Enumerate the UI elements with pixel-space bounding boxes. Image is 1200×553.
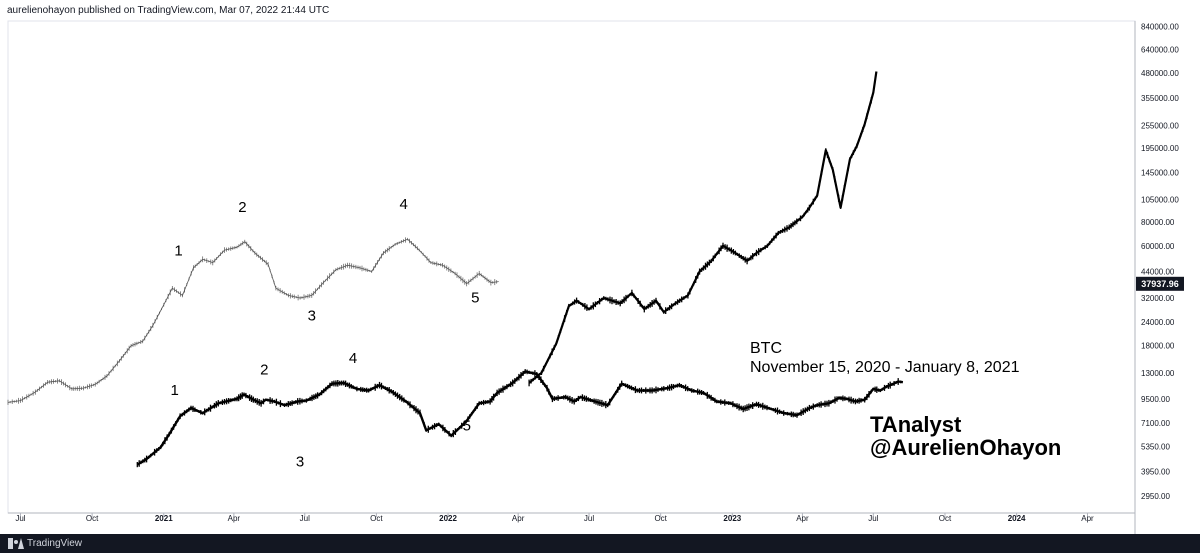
wave-labels: 1 2 3 4 5 1 2 3 4 5 (171, 196, 480, 471)
wave-label: 5 (471, 290, 479, 307)
x-tick-label: Oct (86, 514, 99, 523)
y-tick-label: 24000.00 (1141, 318, 1175, 327)
x-tick-label: 2024 (1008, 514, 1026, 523)
wave-label: 1 (174, 242, 182, 259)
price-badge: 37937.96 (1136, 276, 1184, 291)
wave-label: 4 (399, 196, 407, 213)
wave-label: 3 (308, 307, 316, 324)
series-line-analog (528, 71, 878, 384)
x-axis[interactable]: Jul Oct 2021 Apr Jul Oct 2022 Apr Jul Oct 2023 Apr J… (15, 513, 1094, 523)
current-price-label: 37937.96 (1141, 279, 1179, 289)
y-tick-label: 3950.00 (1141, 468, 1170, 477)
x-tick-label: Apr (796, 514, 809, 523)
wave-label: 2 (238, 199, 246, 216)
date-range-label: November 15, 2020 - January 8, 2021 (750, 359, 1020, 376)
x-tick-label: Jul (868, 514, 878, 523)
y-tick-label: 840000.00 (1141, 23, 1179, 32)
x-tick-label: Oct (654, 514, 667, 523)
signature-name: TAnalyst (870, 412, 962, 437)
x-tick-label: Jul (584, 514, 594, 523)
x-tick-label: Jul (15, 514, 25, 523)
price-badge-bg (1136, 276, 1184, 291)
y-tick-label: 7100.00 (1141, 419, 1170, 428)
y-tick-label: 255000.00 (1141, 122, 1179, 131)
price-chart[interactable]: 840000.00640000.00480000.00355000.002550… (0, 0, 1200, 534)
tradingview-logo-icon[interactable] (8, 538, 24, 549)
series-ticks-historical (136, 369, 902, 468)
x-tick-label: 2022 (439, 514, 457, 523)
y-tick-label: 195000.00 (1141, 144, 1179, 153)
y-tick-label: 60000.00 (1141, 242, 1175, 251)
published-text: aurelienohayon published on TradingView.… (7, 5, 330, 16)
x-tick-label: Oct (370, 514, 383, 523)
y-tick-label: 640000.00 (1141, 45, 1179, 54)
asset-label: BTC (750, 340, 782, 357)
wave-label: 1 (171, 382, 179, 399)
y-tick-label: 18000.00 (1141, 342, 1175, 351)
wave-label: 2 (260, 362, 268, 379)
series-ticks-ghost-analog (7, 237, 498, 405)
y-tick-label: 480000.00 (1141, 69, 1179, 78)
y-tick-label: 2950.00 (1141, 492, 1170, 501)
series-line-historical (136, 370, 904, 466)
brand-name: TradingView (27, 538, 83, 549)
x-tick-label: Apr (1081, 514, 1094, 523)
y-tick-label: 145000.00 (1141, 169, 1179, 178)
x-tick-label: Oct (939, 514, 952, 523)
series-line-ghost-analog (7, 238, 499, 403)
x-tick-label: Jul (300, 514, 310, 523)
signature-handle: @AurelienOhayon (870, 435, 1061, 460)
y-tick-label: 5350.00 (1141, 442, 1170, 451)
wave-label: 4 (349, 350, 357, 367)
x-tick-label: Apr (228, 514, 241, 523)
y-tick-label: 355000.00 (1141, 94, 1179, 103)
wave-label: 5 (463, 418, 471, 435)
y-tick-label: 9500.00 (1141, 395, 1170, 404)
y-tick-label: 44000.00 (1141, 268, 1175, 277)
y-axis[interactable]: 840000.00 640000.00 480000.00 355000.00 2550… (1141, 23, 1179, 501)
y-tick-label: 13000.00 (1141, 369, 1175, 378)
y-tick-label: 105000.00 (1141, 195, 1179, 204)
wave-label: 3 (296, 454, 304, 471)
bottom-bar: TradingView (0, 534, 1200, 553)
y-tick-label: 32000.00 (1141, 294, 1175, 303)
series-ticks-analog (528, 80, 876, 387)
x-tick-label: 2021 (155, 514, 173, 523)
x-tick-label: Apr (512, 514, 525, 523)
x-tick-label: 2023 (723, 514, 741, 523)
series-layer (7, 71, 904, 468)
published-header: aurelienohayon published on TradingView.… (0, 0, 1200, 22)
y-tick-label: 80000.00 (1141, 218, 1175, 227)
